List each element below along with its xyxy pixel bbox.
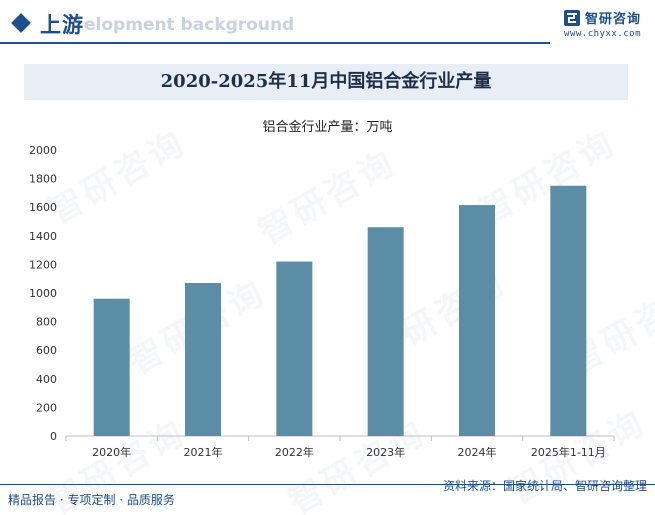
y-tick-label: 1000: [29, 287, 57, 300]
chart-title: 2020-2025年11月中国铝合金行业产量: [160, 71, 492, 92]
unit-label: 铝合金行业产量：万吨: [262, 120, 393, 135]
chart-title-bar: 2020-2025年11月中国铝合金行业产量: [24, 64, 628, 100]
y-tick-label: 1200: [29, 258, 57, 271]
y-tick-label: 1800: [29, 173, 57, 186]
x-tick-label: 2025年1-11月: [531, 445, 606, 459]
x-tick-label: 2022年: [275, 445, 314, 459]
bar: [185, 282, 221, 436]
y-tick-label: 0: [50, 430, 57, 443]
footer-divider: [0, 484, 655, 485]
x-tick-label: 2021年: [184, 445, 223, 459]
section-subtitle: elopment background: [84, 15, 295, 35]
bar: [550, 185, 587, 436]
y-tick-label: 1600: [29, 201, 57, 214]
x-tick-label: 2020年: [92, 445, 131, 459]
bar: [367, 227, 404, 436]
logo-icon: [563, 9, 580, 26]
y-tick-label: 800: [36, 316, 57, 329]
y-tick-label: 1400: [29, 230, 57, 243]
bar: [459, 205, 495, 436]
brand: 智研咨询 www.chyxx.com: [563, 8, 641, 39]
header-divider: [0, 42, 550, 44]
brand-url: www.chyxx.com: [564, 29, 641, 39]
y-tick-label: 2000: [29, 144, 57, 157]
bar: [93, 298, 130, 436]
x-tick-label: 2024年: [458, 445, 497, 459]
section-title: 上游: [40, 13, 84, 37]
y-tick-label: 200: [36, 401, 57, 414]
bar: [276, 261, 313, 436]
footer-source: 资料来源：国家统计局、智研咨询整理: [442, 479, 647, 493]
x-tick-label: 2023年: [366, 445, 405, 459]
y-tick-label: 600: [36, 344, 57, 357]
footer-tagline: 精品报告 · 专项定制 · 品质服务: [8, 493, 175, 507]
y-tick-label: 400: [36, 373, 57, 386]
brand-name: 智研咨询: [584, 12, 641, 27]
header: 上游 elopment background 智研咨询 www.chyxx.co…: [0, 0, 655, 48]
